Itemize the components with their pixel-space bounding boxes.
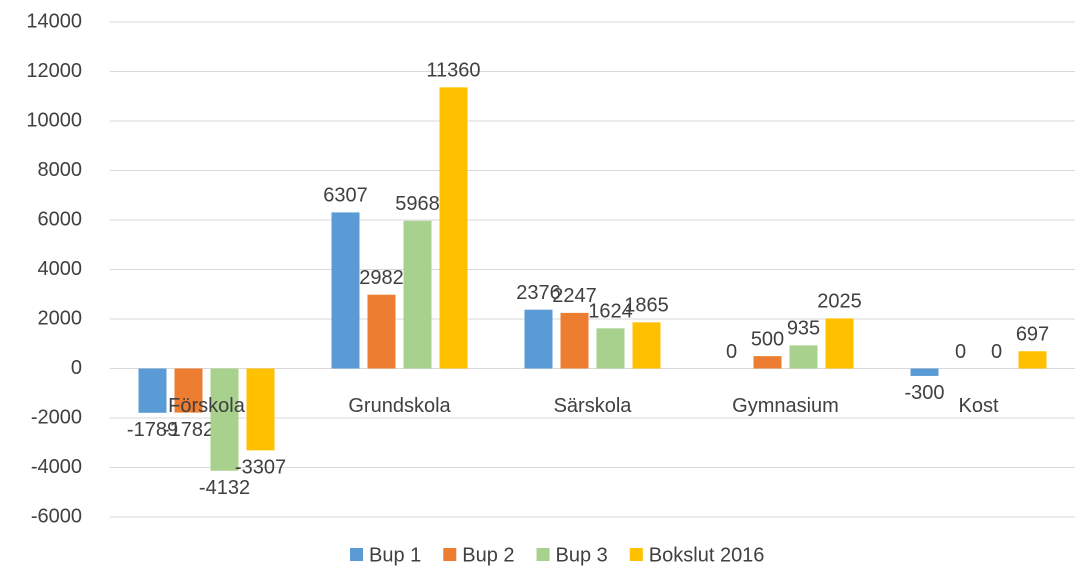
bar — [174, 368, 203, 413]
bar — [210, 368, 239, 471]
bar — [825, 318, 854, 369]
legend-label: Bup 2 — [462, 544, 514, 566]
bar — [1018, 351, 1047, 369]
data-label: -300 — [904, 382, 944, 404]
legend-label: Bup 3 — [556, 544, 608, 566]
y-tick-label: 0 — [71, 357, 82, 379]
data-label: -1782 — [163, 419, 214, 441]
x-tick-label: Särskola — [554, 395, 633, 417]
legend-label: Bokslut 2016 — [649, 544, 765, 566]
data-label: -3307 — [235, 457, 286, 479]
y-tick-label: 10000 — [26, 109, 82, 131]
data-label: 500 — [751, 328, 784, 350]
data-label: 5968 — [395, 193, 440, 215]
x-tick-label: Grundskola — [348, 395, 451, 417]
data-label: 2025 — [817, 291, 862, 313]
y-tick-label: -6000 — [31, 505, 82, 527]
bar — [367, 294, 396, 369]
bar — [524, 309, 553, 369]
data-label: -1789 — [127, 419, 178, 441]
y-tick-label: 8000 — [38, 159, 83, 181]
data-label: 2982 — [359, 267, 404, 289]
bar — [331, 212, 360, 369]
data-label: 0 — [991, 341, 1002, 363]
bar — [789, 345, 818, 369]
data-label: 0 — [955, 341, 966, 363]
bar — [560, 312, 589, 369]
bar — [246, 368, 275, 451]
legend-swatch — [536, 548, 550, 561]
data-label: 935 — [787, 318, 820, 340]
data-label: 1865 — [624, 295, 669, 317]
legend-swatch — [443, 548, 457, 561]
bar — [138, 368, 167, 413]
data-label: -4132 — [199, 477, 250, 499]
y-tick-label: 4000 — [38, 258, 83, 280]
data-label: 2376 — [516, 282, 561, 304]
legend-swatch — [350, 548, 363, 561]
legend-swatch — [629, 548, 643, 561]
bar — [753, 356, 782, 369]
data-label: 2247 — [552, 285, 597, 307]
y-tick-label: -4000 — [31, 456, 82, 478]
x-tick-label: Kost — [958, 395, 998, 417]
y-tick-label: -2000 — [31, 406, 82, 428]
bar — [439, 87, 468, 369]
x-tick-label: Gymnasium — [732, 395, 839, 417]
y-tick-label: 12000 — [26, 60, 82, 82]
legend-label: Bup 1 — [369, 544, 421, 566]
bar — [632, 322, 661, 369]
y-tick-label: 14000 — [26, 10, 82, 32]
data-label: 11360 — [426, 60, 480, 82]
y-tick-label: 6000 — [38, 208, 83, 230]
data-label: 1624 — [588, 301, 633, 323]
y-tick-label: 2000 — [38, 307, 83, 329]
data-label: 6307 — [323, 185, 368, 207]
data-label: 697 — [1016, 324, 1049, 346]
bar — [910, 368, 939, 376]
x-tick-label: Förskola — [168, 395, 246, 417]
data-label: 0 — [726, 341, 737, 363]
bar — [403, 220, 432, 369]
bar — [596, 328, 625, 369]
